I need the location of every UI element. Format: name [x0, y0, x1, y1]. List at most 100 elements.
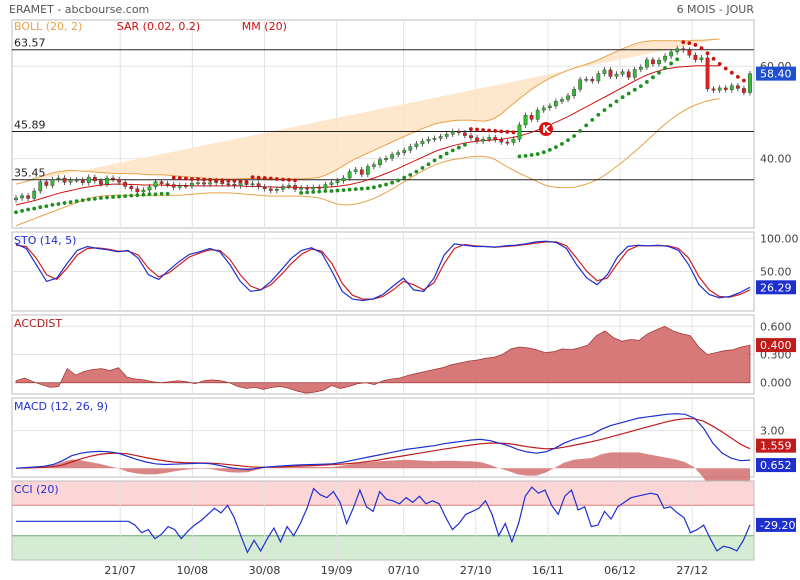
- sar-dot: [541, 150, 546, 155]
- candle: [584, 78, 589, 81]
- candle: [463, 132, 467, 136]
- sar-dot: [26, 207, 31, 212]
- sar-dot: [517, 154, 522, 159]
- sar-dot: [347, 187, 352, 192]
- candle: [129, 186, 134, 189]
- level-label: 45.89: [14, 118, 46, 131]
- sar-dot: [190, 177, 194, 181]
- sar-dot: [274, 177, 279, 181]
- candle: [20, 195, 24, 199]
- candle: [80, 179, 85, 183]
- bollinger-lower-line: [15, 98, 720, 227]
- sar-dot: [717, 62, 722, 66]
- sar-dot: [80, 198, 85, 203]
- sar-dot: [50, 202, 55, 207]
- moving-average-line: [15, 65, 720, 206]
- bollinger-upper-line: [15, 38, 720, 185]
- sar-dot: [99, 196, 103, 200]
- sar-dot: [220, 178, 225, 183]
- sar-dot: [171, 175, 176, 180]
- candle: [469, 135, 473, 139]
- sar-dot: [566, 138, 570, 143]
- candle: [578, 79, 583, 90]
- candle: [62, 177, 67, 183]
- macd-signal-last-value: 1.559: [760, 440, 792, 453]
- candle: [323, 184, 328, 189]
- candle: [365, 166, 370, 175]
- candle: [44, 181, 49, 186]
- k-marker: [539, 122, 553, 136]
- sar-dot: [608, 103, 613, 108]
- macd-last-value: 0.652: [760, 459, 792, 472]
- candle: [657, 60, 661, 65]
- candle: [566, 95, 570, 100]
- sar-dot: [444, 151, 449, 156]
- candle: [183, 185, 188, 187]
- level-label: 35.45: [14, 167, 46, 180]
- sar-dot: [317, 189, 322, 194]
- candle: [645, 59, 649, 68]
- candle: [554, 101, 558, 107]
- candle: [711, 88, 716, 91]
- sar-dot: [214, 178, 219, 183]
- sto-last-value: 26.29: [760, 281, 792, 294]
- sar-dot: [56, 202, 61, 206]
- accdist-legend: ACCDIST: [14, 317, 62, 330]
- candle: [208, 182, 212, 185]
- candle: [687, 49, 692, 56]
- candle: [305, 187, 310, 190]
- sar-dot: [177, 176, 182, 180]
- sar-dot: [462, 142, 467, 147]
- candle: [632, 69, 637, 78]
- sar-dot: [111, 195, 115, 199]
- candle: [590, 78, 595, 82]
- candle: [311, 187, 316, 190]
- price-panel: [11, 19, 755, 229]
- candle: [196, 182, 200, 185]
- macd-signal-last-value-box: [756, 438, 796, 453]
- candle: [384, 158, 388, 160]
- sar-dot: [711, 56, 716, 61]
- macd-last-value-box: [756, 458, 796, 473]
- candle: [626, 71, 631, 78]
- candle: [147, 186, 152, 191]
- sar-dot: [414, 169, 419, 174]
- sar-dot: [202, 177, 206, 182]
- candle: [693, 54, 698, 60]
- candle: [190, 182, 194, 187]
- sar-dot: [117, 194, 122, 199]
- candle: [86, 176, 91, 183]
- candle: [481, 139, 485, 142]
- sar-dot: [596, 112, 601, 117]
- sar-dot: [238, 179, 243, 184]
- candle: [663, 55, 667, 61]
- sar-dot: [165, 191, 170, 196]
- x-tick-label: 16/11: [532, 564, 564, 577]
- candle: [105, 177, 109, 185]
- candle: [293, 185, 297, 190]
- sar-dot: [699, 46, 704, 51]
- candle: [32, 190, 37, 199]
- sar-dot: [281, 177, 285, 182]
- candle: [165, 183, 170, 186]
- sar-dot: [693, 43, 698, 47]
- sar-dot: [365, 186, 370, 191]
- candle: [475, 137, 479, 142]
- sar-dot: [620, 95, 625, 100]
- macd-line: [15, 413, 751, 471]
- sar-dot: [396, 178, 401, 183]
- sar-dot: [92, 196, 97, 201]
- sar-dot: [135, 193, 140, 198]
- sar-dot: [408, 172, 413, 177]
- candle: [317, 187, 322, 189]
- sar-dot: [62, 201, 67, 205]
- sar-dot: [262, 176, 267, 180]
- candle: [56, 177, 61, 180]
- candle: [226, 183, 231, 186]
- candle: [287, 185, 291, 187]
- sar-dot: [311, 190, 316, 194]
- sar-dot: [196, 177, 200, 181]
- candle: [493, 137, 498, 140]
- candle: [281, 186, 285, 190]
